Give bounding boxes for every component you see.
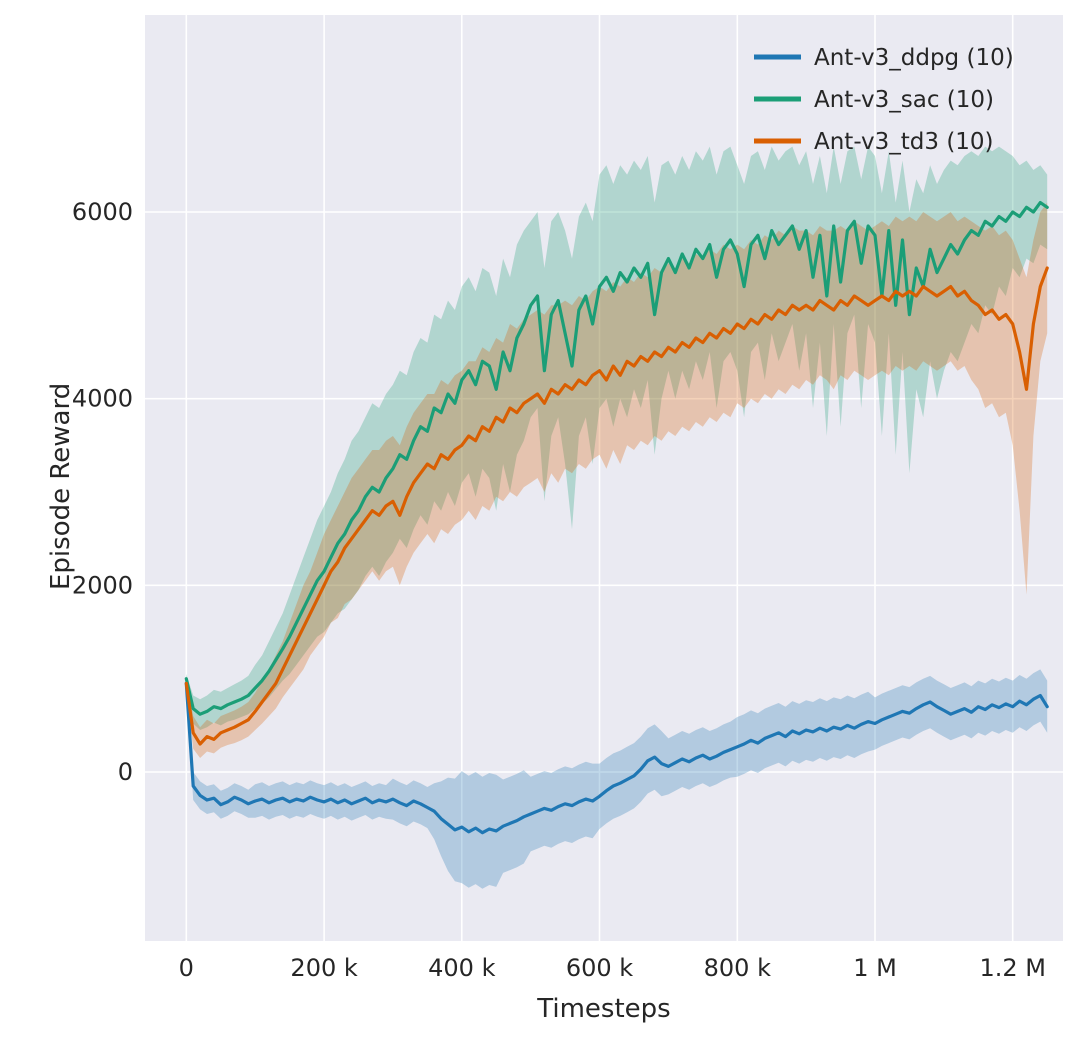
x-tick-label: 400 k — [428, 954, 495, 982]
y-tick-label: 6000 — [72, 198, 133, 226]
x-tick-label: 600 k — [566, 954, 633, 982]
x-tick-label: 800 k — [704, 954, 771, 982]
y-tick-label: 2000 — [72, 571, 133, 599]
x-tick-label: 200 k — [290, 954, 357, 982]
legend-label-td3: Ant-v3_td3 (10) — [814, 129, 994, 155]
y-tick-label: 0 — [118, 758, 133, 786]
confidence-band-td3 — [186, 202, 1048, 759]
x-tick-label: 1 M — [853, 954, 897, 982]
y-tick-label: 4000 — [72, 385, 133, 413]
series-line-sac — [184, 201, 1049, 716]
legend-label-sac: Ant-v3_sac (10) — [814, 87, 994, 113]
series-line-td3 — [184, 266, 1049, 746]
y-axis-label: Episode Reward — [46, 382, 76, 590]
series-line-ddpg — [184, 681, 1049, 835]
legend-label-ddpg: Ant-v3_ddpg (10) — [814, 45, 1014, 71]
x-tick-label: 0 — [179, 954, 194, 982]
x-axis-label: Timesteps — [537, 994, 671, 1024]
confidence-band-sac — [186, 146, 1048, 731]
x-tick-label: 1.2 M — [979, 954, 1046, 982]
confidence-band-ddpg — [186, 669, 1048, 889]
plot-background — [145, 15, 1063, 941]
